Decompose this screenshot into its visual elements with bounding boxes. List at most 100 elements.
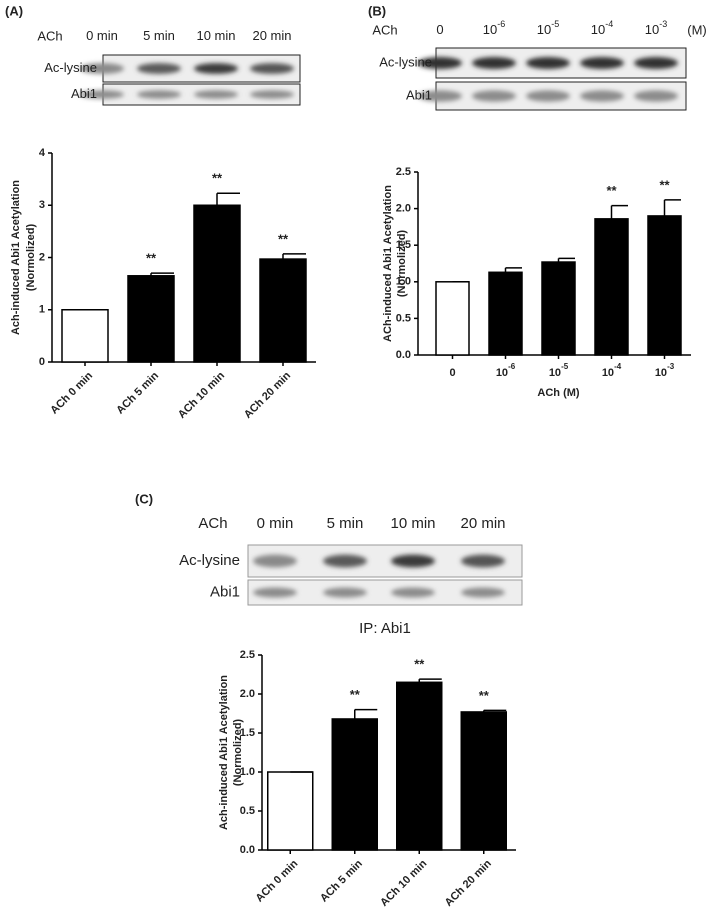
error-bar bbox=[354, 708, 378, 719]
x-tick-label: 10-4 bbox=[602, 362, 622, 379]
lane-label-base: 10 min bbox=[196, 28, 235, 43]
bar bbox=[259, 258, 307, 363]
blots: ACh 0 min 5 min 10 min 20 min Ac-lysine Abi1 AC… bbox=[37, 19, 706, 637]
x-tick-label-base: 10 bbox=[549, 367, 561, 379]
bar bbox=[460, 711, 507, 851]
lane-label-base: 20 min bbox=[460, 515, 505, 532]
row-label: Abi1 bbox=[71, 86, 97, 101]
y-axis-label: (Normolized) bbox=[396, 230, 408, 298]
x-tick-label: ACh 0 min bbox=[48, 370, 95, 417]
blot-band bbox=[253, 554, 297, 568]
row-label: Ac-lysine bbox=[379, 54, 432, 69]
lane-label: 10-4 bbox=[591, 19, 613, 37]
y-tick-label: 0.0 bbox=[240, 844, 255, 856]
error-bar bbox=[216, 192, 240, 206]
x-tick-label-exponent: -3 bbox=[667, 362, 675, 371]
y-tick-label: 2.5 bbox=[240, 649, 255, 661]
lane-label-base: 20 min bbox=[252, 28, 291, 43]
significance-label: ** bbox=[146, 251, 157, 266]
treatment-label: ACh bbox=[37, 28, 62, 43]
blot-band bbox=[250, 63, 294, 74]
lane-label-exponent: -5 bbox=[551, 19, 559, 29]
lane-label-base: 10 min bbox=[390, 515, 435, 532]
lane-label: 20 min bbox=[460, 515, 505, 532]
blot-band bbox=[634, 57, 678, 69]
treatment-label: ACh bbox=[372, 22, 397, 37]
y-tick-label: 0 bbox=[39, 356, 45, 368]
blot-band bbox=[137, 90, 181, 99]
x-tick-label-base: 10 bbox=[602, 367, 614, 379]
y-axis-label: Ach-induced Abi1 Acetylation bbox=[218, 675, 230, 830]
y-tick-label: 0.5 bbox=[240, 805, 255, 817]
x-tick-label: 10-5 bbox=[549, 362, 569, 379]
blot-band bbox=[80, 90, 124, 99]
error-bar bbox=[663, 199, 681, 216]
row-label: Ac-lysine bbox=[44, 60, 97, 75]
lane-label-base: 5 min bbox=[143, 28, 175, 43]
y-tick-label: 1.5 bbox=[396, 239, 411, 251]
bar bbox=[647, 215, 682, 356]
bar bbox=[127, 275, 175, 363]
blot-band bbox=[580, 90, 624, 102]
blot-band bbox=[472, 57, 516, 69]
blot-band bbox=[526, 90, 570, 102]
blot-band bbox=[253, 587, 297, 598]
y-axis-label: ACh-induced Abi1 Acetylation bbox=[382, 185, 394, 342]
y-tick-label: 3 bbox=[39, 199, 45, 211]
y-tick-label: 0.0 bbox=[396, 349, 411, 361]
significance-label: ** bbox=[350, 687, 361, 702]
x-tick-label-base: 10 bbox=[655, 367, 667, 379]
lane-label-exponent: -4 bbox=[605, 19, 613, 29]
panel-label: (A) bbox=[5, 3, 23, 18]
bar bbox=[488, 271, 523, 356]
blot-band bbox=[323, 587, 367, 598]
y-tick-label: 2.0 bbox=[240, 688, 255, 700]
row-label: Ac-lysine bbox=[179, 552, 240, 569]
lane-label-base: 10 bbox=[483, 22, 497, 37]
bar bbox=[267, 771, 314, 851]
lane-label: 20 min bbox=[252, 28, 291, 43]
lane-label-base: 5 min bbox=[327, 515, 364, 532]
x-tick-label: ACh 20 min bbox=[242, 369, 293, 420]
x-tick-label: ACh 10 min bbox=[378, 857, 429, 908]
bar bbox=[396, 681, 443, 851]
lane-label-base: 10 bbox=[591, 22, 605, 37]
bar bbox=[541, 261, 576, 356]
significance-label: ** bbox=[212, 171, 223, 186]
bar bbox=[193, 204, 241, 363]
blot-band bbox=[250, 90, 294, 99]
x-tick-label: ACh 5 min bbox=[114, 370, 161, 417]
bar bbox=[61, 309, 109, 363]
lane-label: 5 min bbox=[327, 515, 364, 532]
lane-label-base: 10 bbox=[537, 22, 551, 37]
significance-label: ** bbox=[414, 657, 425, 672]
significance-label: ** bbox=[278, 231, 289, 246]
bar bbox=[435, 281, 470, 356]
lane-label: 10 min bbox=[196, 28, 235, 43]
treatment-label: ACh bbox=[198, 515, 227, 532]
x-tick-label: 10-6 bbox=[496, 362, 516, 379]
y-tick-label: 0.5 bbox=[396, 312, 411, 324]
x-tick-label-exponent: -4 bbox=[614, 362, 622, 371]
y-tick-label: 4 bbox=[39, 147, 46, 159]
blot-band bbox=[323, 554, 367, 568]
x-tick-label-base: 0 bbox=[449, 367, 455, 379]
blot-band bbox=[526, 57, 570, 69]
row-label: Abi1 bbox=[406, 87, 432, 102]
error-bar bbox=[282, 253, 306, 260]
error-bar bbox=[150, 272, 174, 276]
blot-band bbox=[418, 90, 462, 102]
lane-label: 10 min bbox=[390, 515, 435, 532]
x-tick-label: 10-3 bbox=[655, 362, 675, 379]
blot-band bbox=[418, 57, 462, 69]
lane-label-base: 0 min bbox=[86, 28, 118, 43]
x-tick-label: ACh 10 min bbox=[176, 369, 227, 420]
panel-label: (C) bbox=[135, 491, 153, 506]
y-tick-label: 2 bbox=[39, 251, 45, 263]
lane-label: 10-6 bbox=[483, 19, 505, 37]
blot-band bbox=[580, 57, 624, 69]
y-axis-label: (Normolized) bbox=[232, 719, 244, 787]
blot-band bbox=[194, 63, 238, 74]
blot-band bbox=[461, 587, 505, 598]
bar bbox=[594, 218, 629, 356]
